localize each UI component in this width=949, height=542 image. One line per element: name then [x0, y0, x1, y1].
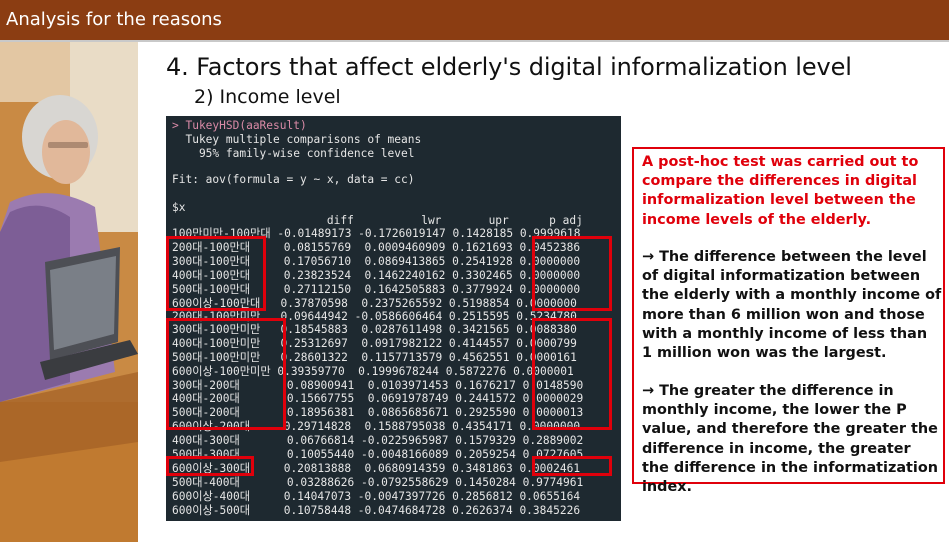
console-line: 600이상-100만미만 0.39359770 0.1999678244 0.5…	[172, 365, 574, 378]
header-divider	[0, 40, 949, 42]
console-line: 600이상-400대 0.14047073 -0.0047397726 0.28…	[172, 490, 581, 503]
header-bar: Analysis for the reasons	[0, 0, 949, 40]
console-line: 400대-100만미만 0.25312697 0.0917982122 0.41…	[172, 337, 577, 350]
slide-title: 4. Factors that affect elderly's digital…	[166, 53, 852, 81]
finding-text-1: → The difference between the level of di…	[642, 249, 942, 362]
slide-subtitle: 2) Income level	[194, 86, 341, 108]
highlight-box-100man-pvalues	[532, 236, 612, 311]
console-line: 300대-200대 0.08900941 0.0103971453 0.1676…	[172, 379, 584, 392]
explanation-box: A post-hoc test was carried out to compa…	[632, 147, 945, 495]
finding-text-2: → The greater the difference in monthly …	[642, 383, 938, 496]
console-line: 500대-100만미만 0.28601322 0.1157713579 0.45…	[172, 351, 577, 364]
console-line: 400대-300대 0.06766814 -0.0225965987 0.157…	[172, 434, 584, 447]
console-line: 500대-400대 0.03288626 -0.0792558629 0.145…	[172, 476, 584, 489]
console-line: 600이상-500대 0.10758448 -0.0474684728 0.26…	[172, 504, 581, 517]
console-line: $x	[172, 201, 186, 214]
console-line: Fit: aov(formula = y ~ x, data = cc)	[172, 173, 415, 186]
console-line: > TukeyHSD(aaResult)	[172, 119, 307, 132]
header-title: Analysis for the reasons	[6, 9, 222, 30]
console-line: 400대-200대 0.15667755 0.0691978749 0.2441…	[172, 392, 584, 405]
highlight-box-mid-group	[166, 318, 286, 430]
console-line: 95% family-wise confidence level	[172, 147, 415, 160]
console-line: 300대-100만미만 0.18545883 0.0287611498 0.34…	[172, 323, 577, 336]
console-header-line: diff lwr upr p adj	[172, 214, 583, 227]
highlight-box-600-300	[166, 456, 254, 476]
highlight-box-100man-group	[166, 236, 266, 311]
console-line: Tukey multiple comparisons of means	[172, 133, 422, 146]
console-line: 600이상-100만대 0.37870598 0.2375265592 0.51…	[172, 297, 577, 310]
summary-text: A post-hoc test was carried out to compa…	[642, 154, 919, 228]
elderly-woman-photo-icon	[0, 42, 138, 542]
highlight-box-600-300-pvalue	[532, 456, 612, 476]
console-line: 500대-200대 0.18956381 0.0865685671 0.2925…	[172, 406, 584, 419]
highlight-box-mid-pvalues	[532, 318, 612, 430]
r-console-output: > TukeyHSD(aaResult) Tukey multiple comp…	[166, 116, 621, 521]
console-line: 500대-300대 0.10055440 -0.0048166089 0.205…	[172, 448, 584, 461]
